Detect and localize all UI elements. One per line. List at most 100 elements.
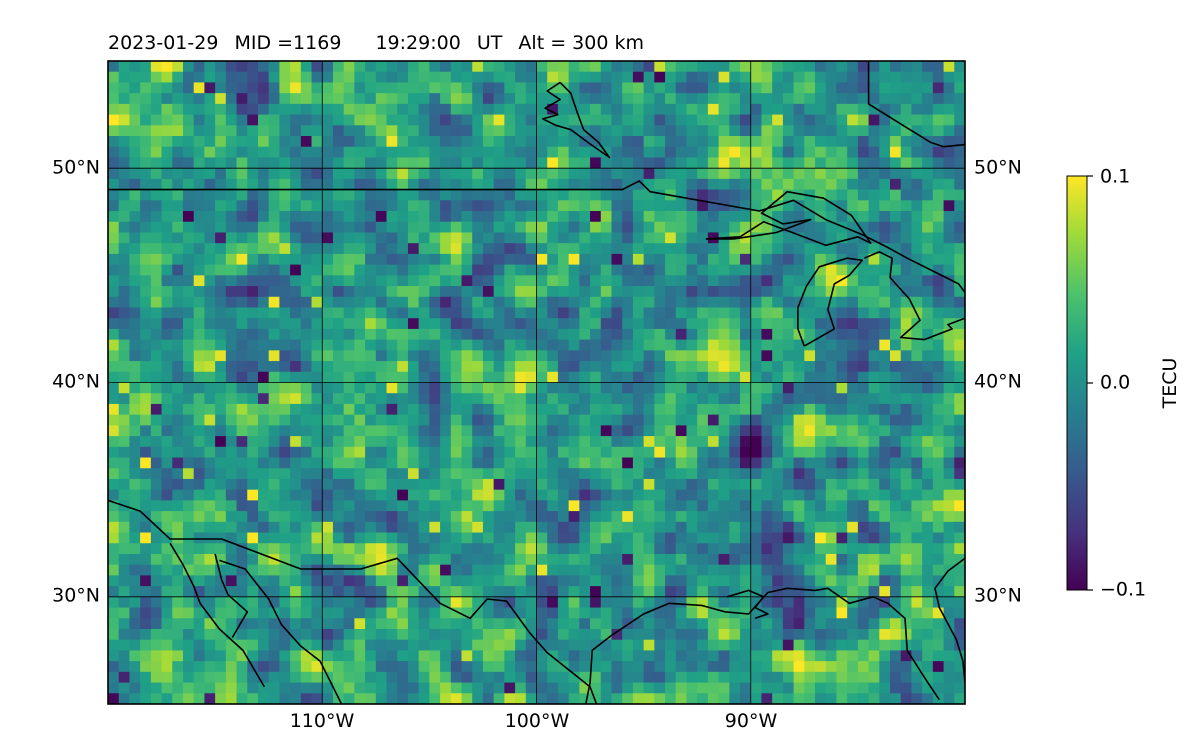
heatmap-cell (707, 339, 720, 351)
heatmap-cell (568, 682, 580, 694)
heatmap-cell (590, 382, 602, 394)
heatmap-cell (311, 146, 323, 159)
heatmap-cell (482, 586, 495, 598)
heatmap-cell (472, 596, 484, 609)
heatmap-cell (322, 618, 334, 630)
heatmap-cell (686, 211, 698, 223)
heatmap-cell (932, 457, 945, 469)
heatmap-cell (793, 350, 805, 362)
heatmap-cell (579, 178, 591, 191)
heatmap-cell (632, 82, 645, 94)
heatmap-cell (515, 639, 527, 652)
heatmap-cell (386, 286, 398, 298)
heatmap-cell (440, 136, 452, 148)
heatmap-cell (461, 328, 473, 341)
heatmap-cell (943, 350, 955, 362)
heatmap-cell (750, 618, 763, 630)
heatmap-cell (750, 82, 763, 94)
heatmap-cell (215, 253, 227, 266)
heatmap-cell (632, 671, 645, 684)
heatmap-cell (525, 296, 538, 309)
heatmap-cell (450, 382, 463, 394)
heatmap-cell (257, 564, 270, 576)
heatmap-cell (354, 489, 366, 501)
heatmap-cell (954, 328, 965, 341)
heatmap-cell (322, 232, 334, 244)
heatmap-cell (622, 211, 634, 223)
heatmap-cell (568, 478, 580, 491)
heatmap-cell (654, 168, 666, 180)
heatmap-cell (740, 425, 752, 437)
heatmap-cell (225, 500, 238, 512)
heatmap-cell (182, 243, 195, 255)
heatmap-cell (911, 618, 923, 630)
heatmap-cell (793, 425, 805, 437)
heatmap-cell (450, 61, 463, 73)
heatmap-cell (365, 425, 377, 437)
heatmap-cell (847, 286, 859, 298)
heatmap-cell (215, 457, 227, 469)
heatmap-cell (343, 243, 355, 255)
heatmap-cell (804, 693, 816, 704)
heatmap-cell (461, 243, 473, 255)
heatmap-cell (108, 146, 120, 159)
heatmap-cell (611, 650, 623, 662)
heatmap-cell (279, 114, 291, 126)
heatmap-cell (600, 339, 613, 351)
heatmap-cell (836, 382, 848, 394)
heatmap-cell (740, 71, 752, 84)
heatmap-cell (375, 178, 388, 191)
heatmap-cell (697, 650, 709, 662)
heatmap-cell (890, 371, 902, 384)
heatmap-cell (804, 221, 816, 234)
heatmap-cell (525, 221, 538, 234)
heatmap-cell (204, 414, 216, 426)
heatmap-cell (954, 71, 965, 84)
heatmap-cell (257, 393, 270, 405)
heatmap-cell (343, 564, 355, 576)
heatmap-cell (322, 264, 334, 276)
heatmap-cell (118, 650, 131, 662)
heatmap-cell (536, 586, 548, 598)
heatmap-cell (118, 350, 131, 362)
heatmap-cell (804, 286, 816, 298)
heatmap-cell (322, 596, 334, 609)
heatmap-cell (579, 71, 591, 84)
heatmap-cell (932, 61, 945, 73)
heatmap-cell (225, 586, 238, 598)
heatmap-cell (836, 564, 848, 576)
heatmap-cell (268, 661, 280, 673)
heatmap-cell (450, 446, 463, 459)
heatmap-cell (836, 543, 848, 555)
heatmap-cell (268, 200, 280, 212)
heatmap-cell (718, 350, 730, 362)
heatmap-cell (943, 232, 955, 244)
heatmap-cell (622, 650, 634, 662)
heatmap-cell (472, 468, 484, 480)
heatmap-cell (922, 178, 934, 191)
heatmap-cell (890, 243, 902, 255)
heatmap-cell (686, 500, 698, 512)
heatmap-cell (150, 221, 163, 234)
heatmap-cell (600, 500, 613, 512)
heatmap-cell (343, 468, 355, 480)
heatmap-cell (418, 253, 430, 266)
heatmap-cell (440, 607, 452, 619)
heatmap-cell (836, 189, 848, 201)
heatmap-cell (632, 575, 645, 587)
heatmap-cell (450, 318, 463, 330)
heatmap-cell (868, 650, 880, 662)
heatmap-cell (890, 403, 902, 416)
heatmap-cell (600, 296, 613, 309)
heatmap-cell (204, 275, 216, 287)
heatmap-cell (750, 286, 763, 298)
heatmap-cell (140, 93, 152, 105)
heatmap-cell (257, 114, 270, 126)
heatmap-cell (750, 307, 763, 319)
heatmap-cell (129, 543, 141, 555)
heatmap-cell (718, 693, 730, 704)
heatmap-cell (150, 671, 163, 684)
heatmap-cell (686, 489, 698, 501)
heatmap-cell (547, 543, 559, 555)
heatmap-cell (707, 71, 720, 84)
